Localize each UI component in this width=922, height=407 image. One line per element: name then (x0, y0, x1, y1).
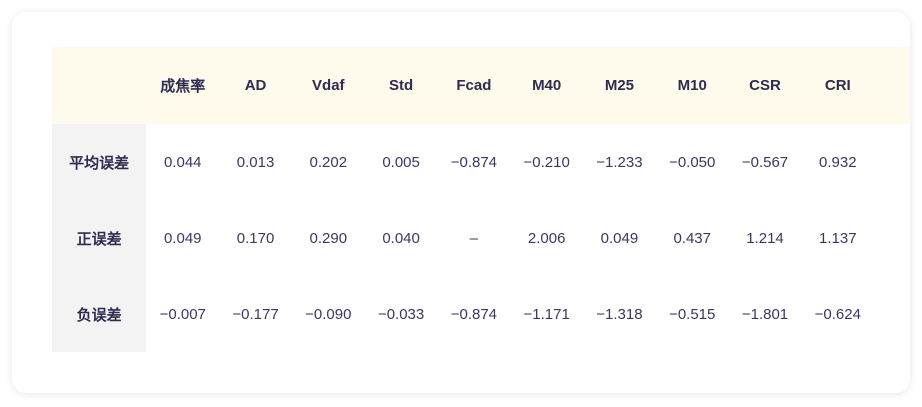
table-cell: −0.567 (741, 153, 789, 171)
table-cell: −0.624 (814, 305, 861, 323)
header-pad (874, 47, 910, 124)
table-cell: 0.013 (236, 153, 275, 171)
header-row: 成焦率 AD Vdaf Std Fcad M40 M25 M10 CSR CRI (52, 47, 910, 124)
table-cell: 0.005 (382, 153, 420, 171)
error-table-card: 成焦率 AD Vdaf Std Fcad M40 M25 M10 CSR CRI 平均误差 0.04… (12, 12, 910, 393)
table-cell: 0.437 (673, 229, 711, 247)
table-row: 负误差 −0.007 −0.177 −0.090 −0.033 −0.874 −1.171 −… (52, 276, 910, 352)
table-cell: 1.137 (819, 229, 857, 247)
column-header: M40 (532, 77, 562, 94)
table-cell: 0.932 (819, 153, 857, 171)
column-header: Fcad (456, 77, 492, 94)
table-cell: 0.049 (600, 229, 639, 247)
column-header: M10 (677, 77, 707, 94)
table-cell: −0.177 (232, 305, 279, 323)
table-cell: – (469, 229, 479, 247)
table-cell: 0.202 (309, 153, 348, 171)
table-row: 正误差 0.049 0.170 0.290 0.040 – 2.006 0.049 0.437 1… (52, 200, 910, 276)
column-header: Vdaf (312, 77, 345, 94)
table-cell: −0.210 (523, 153, 570, 171)
table-cell: −0.050 (669, 153, 716, 171)
table-cell: 0.170 (236, 229, 275, 247)
table-cell: 1.214 (746, 229, 784, 247)
table-cell: 0.049 (163, 229, 202, 247)
table-cell: −0.874 (450, 305, 498, 323)
column-header: AD (244, 77, 267, 94)
table-row: 平均误差 0.044 0.013 0.202 0.005 −0.874 −0.210 −1.2… (52, 124, 910, 200)
table-cell: 0.044 (163, 153, 202, 171)
row-label: 负误差 (52, 276, 147, 352)
table-cell: 0.040 (382, 229, 420, 247)
row-label: 平均误差 (52, 124, 147, 200)
table-cell: 2.006 (527, 229, 566, 247)
table-cell: −0.033 (377, 305, 425, 323)
row-label: 正误差 (52, 200, 147, 276)
error-table: 成焦率 AD Vdaf Std Fcad M40 M25 M10 CSR CRI 平均误差 0.04… (52, 47, 910, 352)
table-cell: −1.801 (741, 305, 789, 323)
column-header: CSR (749, 77, 781, 94)
column-header: M25 (604, 77, 635, 94)
column-header: Std (389, 77, 414, 94)
table-cell: −1.318 (596, 305, 643, 323)
column-header: 成焦率 (160, 78, 206, 95)
table-cell: −1.171 (523, 305, 570, 323)
table-cell: −0.090 (305, 305, 352, 323)
table-cell: 0.290 (309, 229, 348, 247)
table-cell: −0.874 (450, 153, 498, 171)
table-cell: −0.515 (669, 305, 716, 323)
column-header: CRI (824, 77, 851, 94)
table-cell: −1.233 (596, 153, 643, 171)
corner-cell (52, 47, 146, 124)
table-cell: −0.007 (159, 305, 206, 323)
